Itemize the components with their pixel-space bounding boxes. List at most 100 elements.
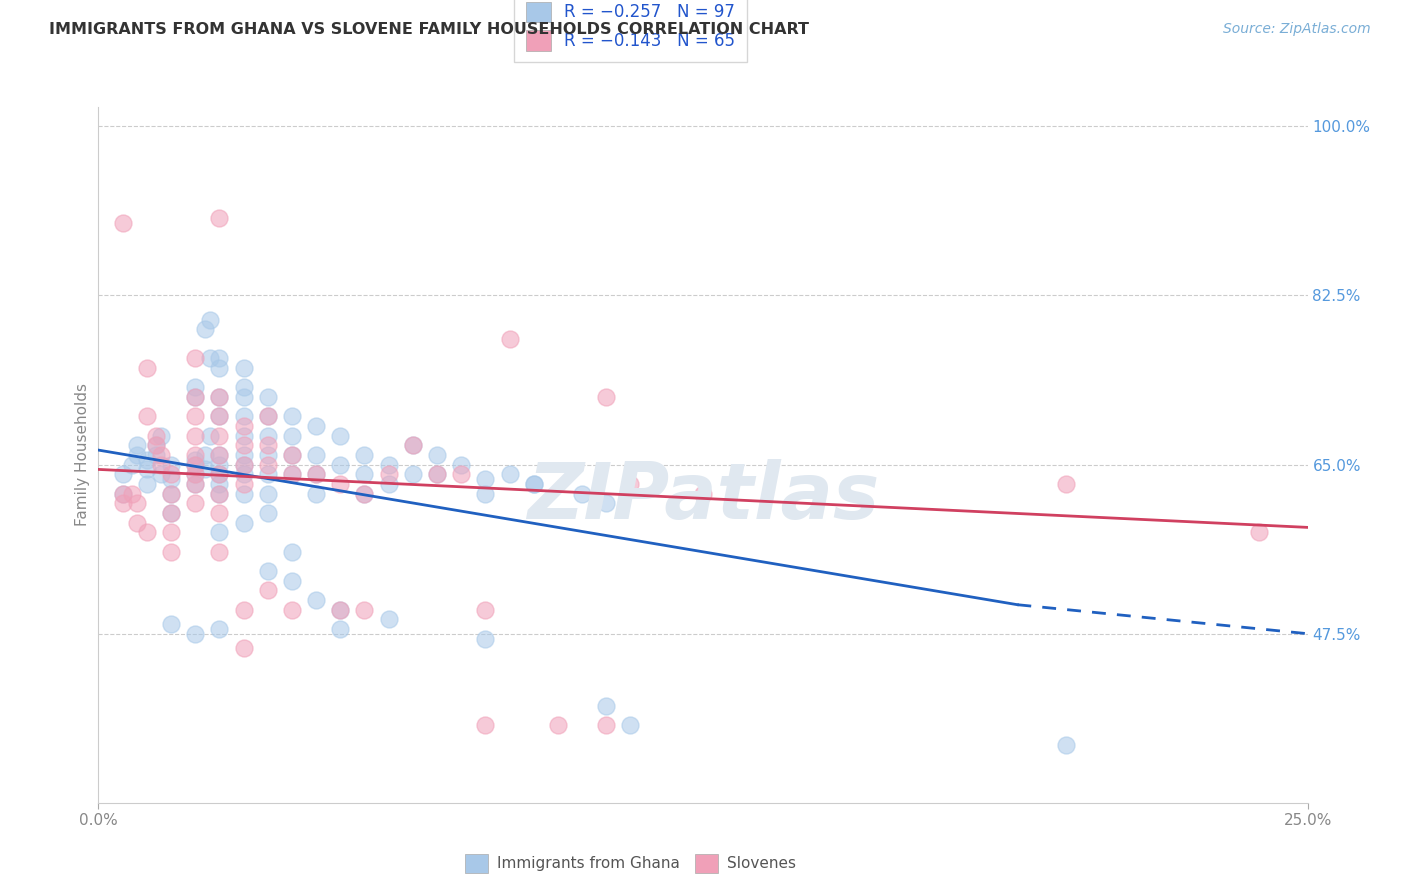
Point <box>692 486 714 500</box>
Point <box>194 322 217 336</box>
Point <box>160 544 183 558</box>
Point <box>208 409 231 424</box>
Point <box>232 476 254 491</box>
Point <box>127 516 149 530</box>
Text: ZIPatlas: ZIPatlas <box>527 458 879 534</box>
Point <box>498 467 520 482</box>
Point <box>450 467 472 482</box>
Point <box>111 467 134 482</box>
Point <box>256 438 278 452</box>
Point <box>208 506 231 520</box>
Point <box>184 626 207 640</box>
Text: Source: ZipAtlas.com: Source: ZipAtlas.com <box>1223 22 1371 37</box>
Point <box>232 486 254 500</box>
Point <box>135 462 157 476</box>
Point <box>208 361 231 376</box>
Point <box>619 476 641 491</box>
Point <box>121 486 143 500</box>
Point <box>474 472 496 486</box>
Point <box>208 448 231 462</box>
Point <box>402 467 425 482</box>
Point <box>135 452 157 467</box>
Point <box>184 452 207 467</box>
Point <box>281 467 304 482</box>
Point <box>145 448 167 462</box>
Point <box>208 486 231 500</box>
Point <box>353 486 375 500</box>
Point <box>402 438 425 452</box>
Point <box>474 602 496 616</box>
Point <box>281 428 304 442</box>
Point <box>426 448 449 462</box>
Point <box>305 467 328 482</box>
Point <box>208 476 231 491</box>
Point <box>208 351 231 366</box>
Point <box>256 409 278 424</box>
Point <box>208 486 231 500</box>
Point <box>450 458 472 472</box>
Point <box>281 467 304 482</box>
Point <box>150 428 173 442</box>
Point <box>198 428 221 442</box>
Point <box>150 448 173 462</box>
Point <box>160 506 183 520</box>
Point <box>523 476 546 491</box>
Point <box>150 458 173 472</box>
Point <box>232 641 254 656</box>
Point <box>305 418 328 433</box>
Point <box>377 458 399 472</box>
Point <box>160 506 183 520</box>
Point <box>547 718 569 732</box>
Point <box>184 458 207 472</box>
Point <box>208 525 231 540</box>
Point <box>377 476 399 491</box>
Point <box>232 438 254 452</box>
Point <box>1054 738 1077 752</box>
Point <box>208 211 231 226</box>
Point <box>256 448 278 462</box>
Point <box>135 525 157 540</box>
Point <box>523 476 546 491</box>
Point <box>402 438 425 452</box>
Point <box>184 476 207 491</box>
Point <box>208 428 231 442</box>
Point <box>305 486 328 500</box>
Point <box>135 409 157 424</box>
Point <box>329 602 352 616</box>
Point <box>208 467 231 482</box>
Point <box>135 476 157 491</box>
Point <box>160 486 183 500</box>
Point <box>595 699 617 714</box>
Point <box>619 718 641 732</box>
Point <box>160 472 183 486</box>
Point <box>232 380 254 394</box>
Point <box>184 467 207 482</box>
Point <box>281 574 304 588</box>
Point <box>256 409 278 424</box>
Point <box>571 486 593 500</box>
Point <box>232 361 254 376</box>
Point <box>184 458 207 472</box>
Point <box>194 448 217 462</box>
Point <box>426 467 449 482</box>
Point <box>160 617 183 632</box>
Point <box>595 496 617 510</box>
Point <box>232 418 254 433</box>
Point <box>208 467 231 482</box>
Point <box>208 390 231 404</box>
Point <box>127 438 149 452</box>
Point <box>194 462 217 476</box>
Point <box>145 438 167 452</box>
Point <box>232 458 254 472</box>
Point <box>498 332 520 346</box>
Point <box>1054 476 1077 491</box>
Y-axis label: Family Households: Family Households <box>75 384 90 526</box>
Point <box>329 476 352 491</box>
Point <box>208 448 231 462</box>
Point <box>184 380 207 394</box>
Point <box>1249 525 1271 540</box>
Point <box>160 486 183 500</box>
Point <box>232 467 254 482</box>
Point <box>353 448 375 462</box>
Point <box>135 361 157 376</box>
